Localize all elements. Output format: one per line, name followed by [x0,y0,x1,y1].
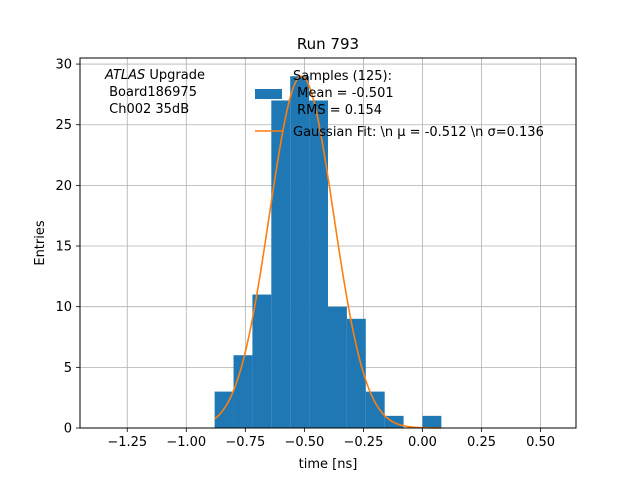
axis-ticks: −1.25 −1.00 −0.75 −0.50 −0.25 0.00 0.25 0.50 0 5 1… [55,58,555,450]
legend-fit-label: Gaussian Fit: \n μ = -0.512 \n σ=0.136 [293,125,544,140]
annotation-line-2: Board186975 [105,85,197,100]
x-tick-label: 0.50 [526,435,555,450]
chart-title: Run 793 [297,35,359,53]
x-tick-label: −1.25 [107,435,147,450]
histogram-bar [422,415,442,428]
histogram-bar [328,306,347,428]
y-tick-label: 10 [55,300,72,315]
histogram-bar [252,294,272,428]
legend: Samples (125): Mean = -0.501 RMS = 0.154… [255,69,544,140]
y-tick-label: 30 [55,58,72,73]
legend-histogram-line-1: Samples (125): [293,69,392,84]
y-tick-label: 20 [55,179,72,194]
histogram-bars [214,76,442,429]
y-tick-label: 5 [64,361,72,376]
histogram-bar [346,318,366,428]
x-axis-label: time [ns] [299,457,358,472]
histogram-bar [290,76,310,429]
x-tick-label: −0.50 [284,435,324,450]
x-tick-label: −1.00 [166,435,206,450]
histogram-bar [233,355,253,428]
x-tick-label: 0.00 [408,435,437,450]
y-tick-label: 15 [55,240,72,255]
y-axis-label: Entries [33,220,48,266]
plot-frame [79,57,577,429]
atlas-annotation: ATLAS Upgrade Board186975 Ch002 35dB [104,68,205,117]
annotation-atlas: ATLAS [104,68,145,83]
legend-histogram-line-2: Mean = -0.501 [293,86,394,101]
annotation-line-1: ATLAS Upgrade [104,68,205,83]
y-tick-label: 25 [55,118,72,133]
annotation-line-3: Ch002 35dB [105,102,189,117]
x-tick-label: −0.25 [344,435,384,450]
legend-histogram-swatch [255,89,282,99]
histogram-bar [271,100,291,428]
x-tick-label: −0.75 [225,435,265,450]
gaussian-fit-curve [214,75,442,429]
histogram-bar [365,391,385,428]
legend-histogram-line-3: RMS = 0.154 [293,103,382,118]
y-tick-label: 0 [64,422,72,437]
annotation-upgrade: Upgrade [145,68,205,83]
histogram-bar [309,100,328,428]
x-tick-label: 0.25 [467,435,496,450]
